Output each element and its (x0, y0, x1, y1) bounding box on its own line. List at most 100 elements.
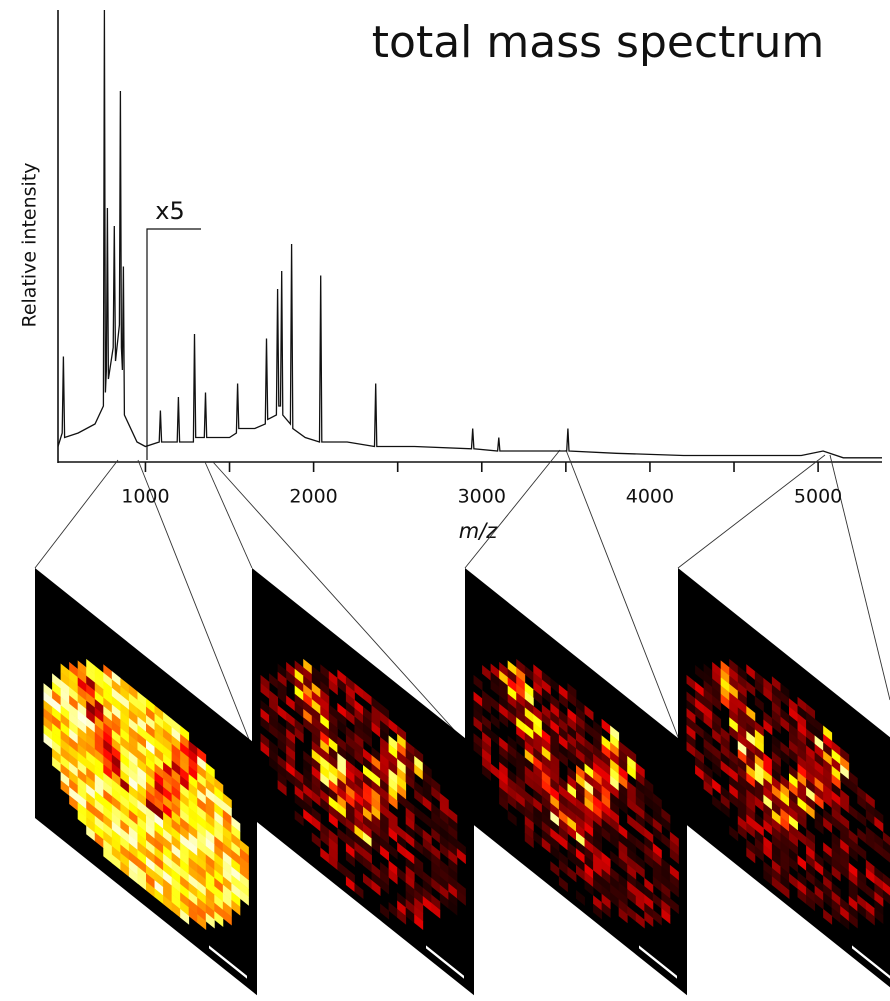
heatmap-cell (94, 765, 104, 782)
heatmap-cell (661, 908, 671, 924)
heatmap-cell (154, 813, 164, 830)
heatmap-cell (397, 833, 407, 850)
heatmap-cell (180, 892, 190, 909)
heatmap-cell (831, 849, 841, 865)
heatmap-cell (729, 658, 739, 675)
heatmap-cell (103, 797, 113, 814)
heatmap-cell (337, 802, 347, 819)
heatmap-cell (163, 720, 173, 737)
heatmap-cell (277, 705, 287, 721)
heatmap-cell (763, 794, 773, 811)
heatmap-cell (823, 733, 833, 750)
heatmap-cell (482, 748, 492, 765)
heatmap-cell (154, 730, 164, 746)
heatmap-cell (541, 712, 551, 729)
heatmap-cell (405, 882, 415, 899)
heatmap-cell (746, 747, 756, 764)
heatmap-cell (328, 737, 338, 754)
heatmap-cell (610, 792, 620, 809)
heatmap-cell (737, 715, 747, 732)
heatmap-cell (652, 826, 662, 843)
heatmap-cell (567, 724, 577, 741)
heatmap-cell (729, 717, 739, 734)
heatmap-cell (120, 761, 130, 778)
heatmap-cell (746, 755, 756, 772)
heatmap-cell (593, 853, 603, 870)
heatmap-cell (533, 730, 543, 747)
heatmap-cell (593, 870, 603, 887)
heatmap-cell (111, 746, 121, 762)
heatmap-cell (328, 762, 338, 779)
heatmap-cell (499, 770, 509, 787)
heatmap-cell (823, 758, 833, 775)
heatmap-cell (567, 841, 577, 858)
heatmap-cell (644, 902, 654, 919)
heatmap-cell (69, 711, 79, 728)
heatmap-cell (789, 814, 798, 831)
heatmap-cell (550, 819, 560, 836)
heatmap-cell (524, 749, 534, 765)
heatmap-cell (277, 738, 287, 755)
heatmap-cell (214, 869, 224, 886)
scale-bar (852, 945, 890, 979)
heatmap-cell (797, 705, 807, 721)
heatmap-cell (214, 861, 224, 878)
heatmap-cell (806, 845, 816, 862)
heatmap-cell (397, 792, 407, 809)
heatmap-cell (780, 749, 790, 766)
heatmap-cell (171, 860, 181, 877)
ion-image (465, 568, 687, 996)
heatmap-cell (618, 840, 628, 857)
heatmap-cell (77, 693, 87, 710)
heatmap-cell (567, 866, 577, 883)
heatmap-cell (703, 713, 713, 730)
heatmap-cell (286, 736, 296, 753)
heatmap-cell (69, 686, 79, 703)
heatmap-cell (197, 780, 207, 797)
heatmap-cell (593, 786, 603, 803)
heatmap-cell (831, 857, 841, 874)
heatmap-cell (601, 777, 611, 793)
heatmap-cell (328, 712, 338, 729)
heatmap-cell (188, 857, 198, 874)
heatmap-cell (610, 750, 620, 767)
heatmap-cell (397, 775, 407, 792)
heatmap-cell (720, 660, 730, 677)
heatmap-cell (848, 862, 858, 879)
heatmap-cell (848, 779, 858, 796)
heatmap-cell (541, 671, 551, 687)
heatmap-cell (567, 766, 577, 783)
heatmap-cell (533, 830, 543, 847)
heatmap-cell (311, 765, 321, 782)
heatmap-cell (874, 908, 884, 924)
heatmap-cell (171, 868, 181, 885)
heatmap-cell (239, 839, 249, 856)
heatmap-cell (686, 716, 696, 733)
heatmap-cell (180, 808, 190, 825)
heatmap-cell (712, 661, 722, 678)
heatmap-cell (77, 677, 87, 693)
heatmap-cell (154, 771, 164, 788)
heatmap-cell (77, 735, 87, 752)
heatmap-cell (737, 790, 747, 807)
heatmap-cell (422, 787, 432, 804)
heatmap-cell (729, 708, 739, 725)
heatmap-cell (771, 676, 781, 693)
heatmap-cell (345, 684, 355, 701)
heatmap-cell (439, 884, 449, 901)
heatmap-cell (337, 777, 347, 794)
heatmap-cell (439, 859, 449, 876)
heatmap-cell (363, 781, 372, 798)
heatmap-cell (163, 736, 173, 753)
heatmap-cell (576, 831, 585, 848)
heatmap-cell (328, 812, 338, 829)
heatmap-cell (380, 845, 390, 862)
heatmap-cell (831, 832, 841, 849)
heatmap-cell (414, 755, 424, 772)
heatmap-cell (797, 696, 807, 713)
heatmap-cell (448, 833, 458, 849)
heatmap-cell (618, 899, 628, 915)
heatmap-cell (644, 786, 654, 803)
connector (34, 459, 119, 569)
heatmap-cell (171, 752, 181, 768)
